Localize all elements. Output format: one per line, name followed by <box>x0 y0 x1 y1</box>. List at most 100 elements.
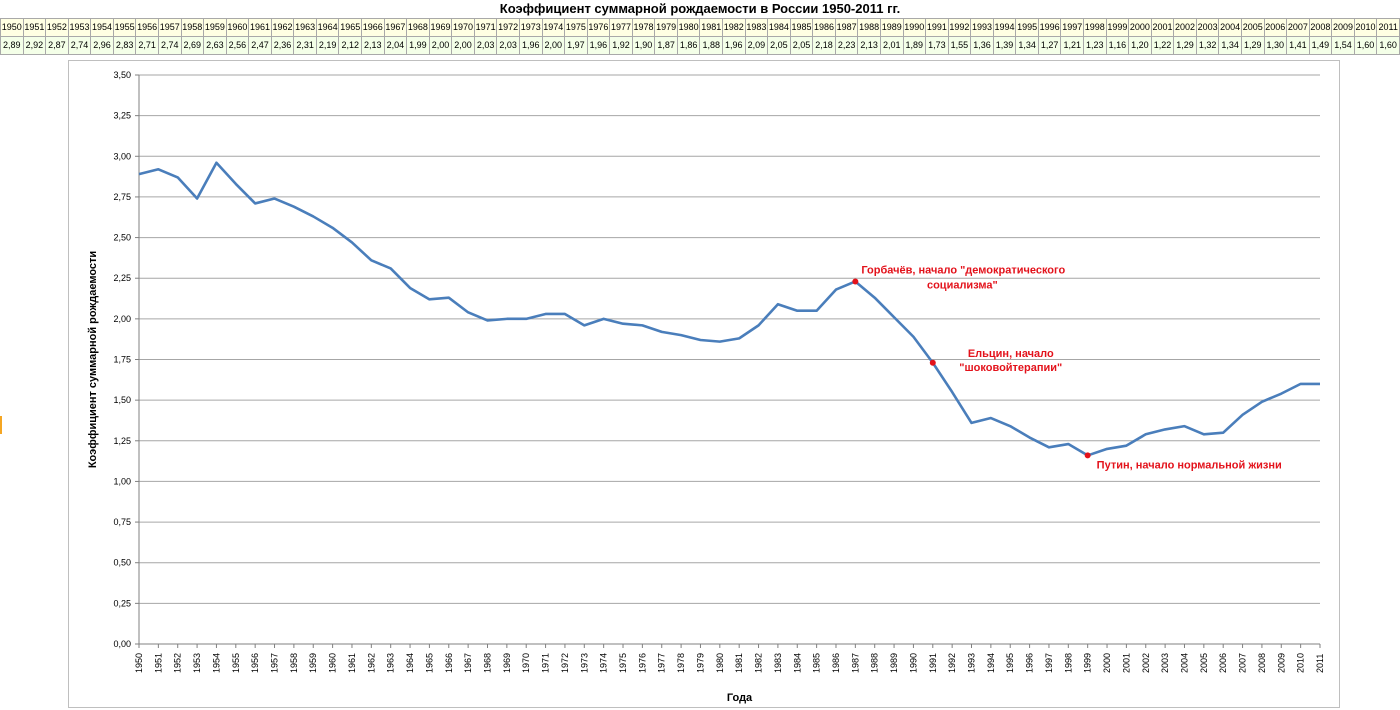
table-cell-value[interactable]: 1,20 <box>1128 36 1152 55</box>
table-cell-value[interactable]: 1,27 <box>1037 36 1062 55</box>
table-cell-value[interactable]: 2,03 <box>473 36 498 55</box>
table-cell-value[interactable]: 1,90 <box>631 36 656 55</box>
table-cell-value[interactable]: 2,31 <box>293 36 317 55</box>
table-cell-year[interactable]: 1959 <box>203 18 227 37</box>
table-cell-value[interactable]: 1,88 <box>699 36 723 55</box>
table-cell-year[interactable]: 1980 <box>676 18 701 37</box>
table-cell-value[interactable]: 1,96 <box>518 36 543 55</box>
table-cell-year[interactable]: 2010 <box>1353 18 1378 37</box>
table-cell-value[interactable]: 2,74 <box>157 36 182 55</box>
table-cell-value[interactable]: 1,29 <box>1240 36 1265 55</box>
table-cell-year[interactable]: 1973 <box>518 18 543 37</box>
table-cell-year[interactable]: 1994 <box>992 18 1017 37</box>
table-cell-year[interactable]: 1995 <box>1015 18 1039 37</box>
table-cell-value[interactable]: 1,87 <box>654 36 678 55</box>
table-cell-value[interactable]: 2,71 <box>135 36 159 55</box>
table-cell-value[interactable]: 1,34 <box>1015 36 1039 55</box>
table-cell-year[interactable]: 1987 <box>834 18 859 37</box>
table-cell-year[interactable]: 1996 <box>1037 18 1062 37</box>
table-cell-year[interactable]: 1986 <box>812 18 836 37</box>
table-cell-value[interactable]: 1,22 <box>1150 36 1175 55</box>
table-cell-value[interactable]: 2,96 <box>90 36 114 55</box>
table-cell-year[interactable]: 1975 <box>564 18 588 37</box>
table-cell-year[interactable]: 1988 <box>857 18 881 37</box>
table-cell-year[interactable]: 1957 <box>157 18 182 37</box>
table-cell-year[interactable]: 1969 <box>428 18 453 37</box>
table-cell-year[interactable]: 1985 <box>789 18 814 37</box>
table-cell-year[interactable]: 2005 <box>1240 18 1265 37</box>
table-cell-year[interactable]: 1974 <box>541 18 566 37</box>
table-cell-year[interactable]: 1961 <box>248 18 272 37</box>
table-cell-value[interactable]: 2,36 <box>270 36 295 55</box>
table-cell-value[interactable]: 2,63 <box>203 36 227 55</box>
table-cell-value[interactable]: 1,49 <box>1308 36 1333 55</box>
table-cell-year[interactable]: 2001 <box>1150 18 1175 37</box>
table-cell-year[interactable]: 1962 <box>270 18 295 37</box>
table-cell-year[interactable]: 1976 <box>586 18 611 37</box>
table-cell-year[interactable]: 1955 <box>112 18 137 37</box>
table-cell-value[interactable]: 1,96 <box>722 36 746 55</box>
table-cell-year[interactable]: 1950 <box>0 18 24 37</box>
table-cell-year[interactable]: 1970 <box>451 18 475 37</box>
table-cell-value[interactable]: 2,09 <box>744 36 769 55</box>
table-cell-year[interactable]: 2008 <box>1308 18 1333 37</box>
table-cell-value[interactable]: 2,13 <box>361 36 385 55</box>
annotation-marker[interactable] <box>929 359 936 366</box>
table-cell-value[interactable]: 2,69 <box>180 36 205 55</box>
table-cell-value[interactable]: 1,73 <box>925 36 949 55</box>
table-cell-year[interactable]: 1997 <box>1060 18 1084 37</box>
table-cell-year[interactable]: 1953 <box>67 18 92 37</box>
table-cell-year[interactable]: 1967 <box>383 18 408 37</box>
table-cell-year[interactable]: 1992 <box>947 18 972 37</box>
annotation-marker[interactable] <box>852 278 859 285</box>
table-cell-year[interactable]: 2003 <box>1195 18 1220 37</box>
table-cell-value[interactable]: 2,05 <box>767 36 791 55</box>
table-cell-value[interactable]: 1,60 <box>1353 36 1378 55</box>
table-cell-value[interactable]: 1,32 <box>1195 36 1220 55</box>
table-cell-year[interactable]: 1998 <box>1083 18 1107 37</box>
table-cell-value[interactable]: 2,00 <box>541 36 566 55</box>
table-cell-value[interactable]: 2,74 <box>67 36 92 55</box>
table-cell-value[interactable]: 1,34 <box>1218 36 1242 55</box>
table-cell-year[interactable]: 1981 <box>699 18 723 37</box>
table-cell-year[interactable]: 1977 <box>609 18 633 37</box>
table-cell-value[interactable]: 1,96 <box>586 36 611 55</box>
table-cell-value[interactable]: 2,05 <box>789 36 814 55</box>
table-cell-year[interactable]: 2011 <box>1376 18 1400 37</box>
table-cell-year[interactable]: 1990 <box>902 18 927 37</box>
table-cell-year[interactable]: 1960 <box>225 18 250 37</box>
table-cell-year[interactable]: 2007 <box>1286 18 1310 37</box>
table-cell-value[interactable]: 2,00 <box>428 36 453 55</box>
table-cell-value[interactable]: 1,97 <box>564 36 588 55</box>
table-cell-year[interactable]: 1964 <box>315 18 340 37</box>
table-cell-year[interactable]: 1972 <box>496 18 520 37</box>
table-cell-value[interactable]: 2,01 <box>879 36 904 55</box>
table-cell-value[interactable]: 1,60 <box>1376 36 1400 55</box>
table-cell-value[interactable]: 2,18 <box>812 36 836 55</box>
table-cell-value[interactable]: 2,03 <box>496 36 520 55</box>
table-cell-year[interactable]: 1966 <box>361 18 385 37</box>
table-cell-year[interactable]: 1965 <box>338 18 362 37</box>
table-cell-year[interactable]: 1983 <box>744 18 769 37</box>
table-cell-year[interactable]: 2002 <box>1173 18 1197 37</box>
table-cell-value[interactable]: 1,92 <box>609 36 633 55</box>
table-cell-value[interactable]: 1,99 <box>406 36 430 55</box>
table-cell-year[interactable]: 1989 <box>879 18 904 37</box>
table-cell-value[interactable]: 1,36 <box>970 36 994 55</box>
table-cell-year[interactable]: 2006 <box>1263 18 1288 37</box>
table-cell-value[interactable]: 1,55 <box>947 36 972 55</box>
table-cell-value[interactable]: 2,87 <box>45 36 69 55</box>
table-cell-value[interactable]: 2,00 <box>451 36 475 55</box>
table-cell-year[interactable]: 1984 <box>767 18 791 37</box>
table-cell-year[interactable]: 1963 <box>293 18 317 37</box>
table-cell-value[interactable]: 1,86 <box>676 36 701 55</box>
table-cell-value[interactable]: 2,04 <box>383 36 408 55</box>
table-cell-year[interactable]: 1999 <box>1105 18 1130 37</box>
table-cell-year[interactable]: 1968 <box>406 18 430 37</box>
table-cell-value[interactable]: 2,92 <box>22 36 47 55</box>
table-cell-year[interactable]: 2009 <box>1331 18 1355 37</box>
table-cell-year[interactable]: 1971 <box>473 18 498 37</box>
table-cell-value[interactable]: 1,29 <box>1173 36 1197 55</box>
table-cell-value[interactable]: 1,39 <box>992 36 1017 55</box>
table-cell-year[interactable]: 1993 <box>970 18 994 37</box>
